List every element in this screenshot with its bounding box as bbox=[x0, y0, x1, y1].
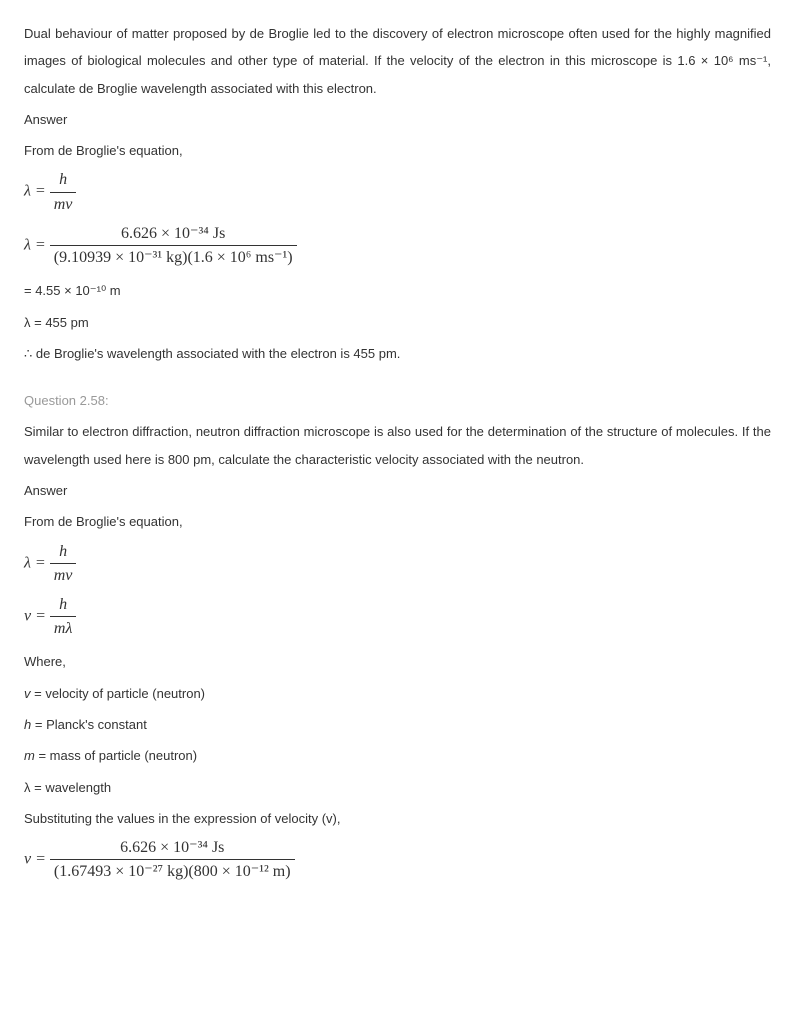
q58-eq2-frac: h mλ bbox=[50, 595, 76, 638]
q57-eq1-den: mv bbox=[50, 193, 77, 214]
q58-eq1-lhs: λ = bbox=[24, 554, 46, 571]
q58-def-v: v = velocity of particle (neutron) bbox=[24, 680, 771, 707]
q58-eq3-lhs: v = bbox=[24, 851, 46, 868]
q57-eq2-den: (9.10939 × 10⁻³¹ kg)(1.6 × 10⁶ ms⁻¹) bbox=[50, 246, 297, 267]
q58-def-m: m = mass of particle (neutron) bbox=[24, 742, 771, 769]
q58-eq3-den: (1.67493 × 10⁻²⁷ kg)(800 × 10⁻¹² m) bbox=[50, 860, 295, 881]
q58-def-v-text: = velocity of particle (neutron) bbox=[34, 686, 205, 701]
q58-subst: Substituting the values in the expressio… bbox=[24, 805, 771, 832]
q57-eq2-num: 6.626 × 10⁻³⁴ Js bbox=[50, 224, 297, 246]
q58-problem: Similar to electron diffraction, neutron… bbox=[24, 418, 771, 473]
q57-eq2: λ = 6.626 × 10⁻³⁴ Js (9.10939 × 10⁻³¹ kg… bbox=[24, 224, 771, 267]
q58-eq3-num: 6.626 × 10⁻³⁴ Js bbox=[50, 838, 295, 860]
q57-conclusion: ∴ de Broglie's wavelength associated wit… bbox=[24, 340, 771, 367]
q57-answer-label: Answer bbox=[24, 106, 771, 133]
q57-result1: = 4.55 × 10⁻¹⁰ m bbox=[24, 277, 771, 304]
q57-eq1-lhs: λ = bbox=[24, 183, 46, 200]
q58-heading: Question 2.58: bbox=[24, 387, 771, 414]
q57-eq1-frac: h mv bbox=[50, 170, 77, 213]
q58-eq1-frac: h mv bbox=[50, 542, 77, 585]
q58-eq2-den: mλ bbox=[50, 617, 76, 638]
q58-def-m-text: = mass of particle (neutron) bbox=[38, 748, 197, 763]
q58-eq2-num: h bbox=[50, 595, 76, 617]
q58-eq2-lhs: v = bbox=[24, 607, 46, 624]
q58-def-h-text: = Planck's constant bbox=[35, 717, 147, 732]
q57-from: From de Broglie's equation, bbox=[24, 137, 771, 164]
q58-from: From de Broglie's equation, bbox=[24, 508, 771, 535]
q58-eq3-frac: 6.626 × 10⁻³⁴ Js (1.67493 × 10⁻²⁷ kg)(80… bbox=[50, 838, 295, 881]
q58-eq3: v = 6.626 × 10⁻³⁴ Js (1.67493 × 10⁻²⁷ kg… bbox=[24, 838, 771, 881]
q58-eq1-den: mv bbox=[50, 564, 77, 585]
q57-eq2-frac: 6.626 × 10⁻³⁴ Js (9.10939 × 10⁻³¹ kg)(1.… bbox=[50, 224, 297, 267]
q57-eq2-lhs: λ = bbox=[24, 236, 46, 253]
q58-eq1: λ = h mv bbox=[24, 542, 771, 585]
q57-eq1-num: h bbox=[50, 170, 77, 192]
q57-result2: λ = 455 pm bbox=[24, 309, 771, 336]
q58-def-h: h = Planck's constant bbox=[24, 711, 771, 738]
q58-eq1-num: h bbox=[50, 542, 77, 564]
q58-eq2: v = h mλ bbox=[24, 595, 771, 638]
q58-def-l: λ = wavelength bbox=[24, 774, 771, 801]
q58-where: Where, bbox=[24, 648, 771, 675]
q58-answer-label: Answer bbox=[24, 477, 771, 504]
q57-eq1: λ = h mv bbox=[24, 170, 771, 213]
q57-problem: Dual behaviour of matter proposed by de … bbox=[24, 20, 771, 102]
